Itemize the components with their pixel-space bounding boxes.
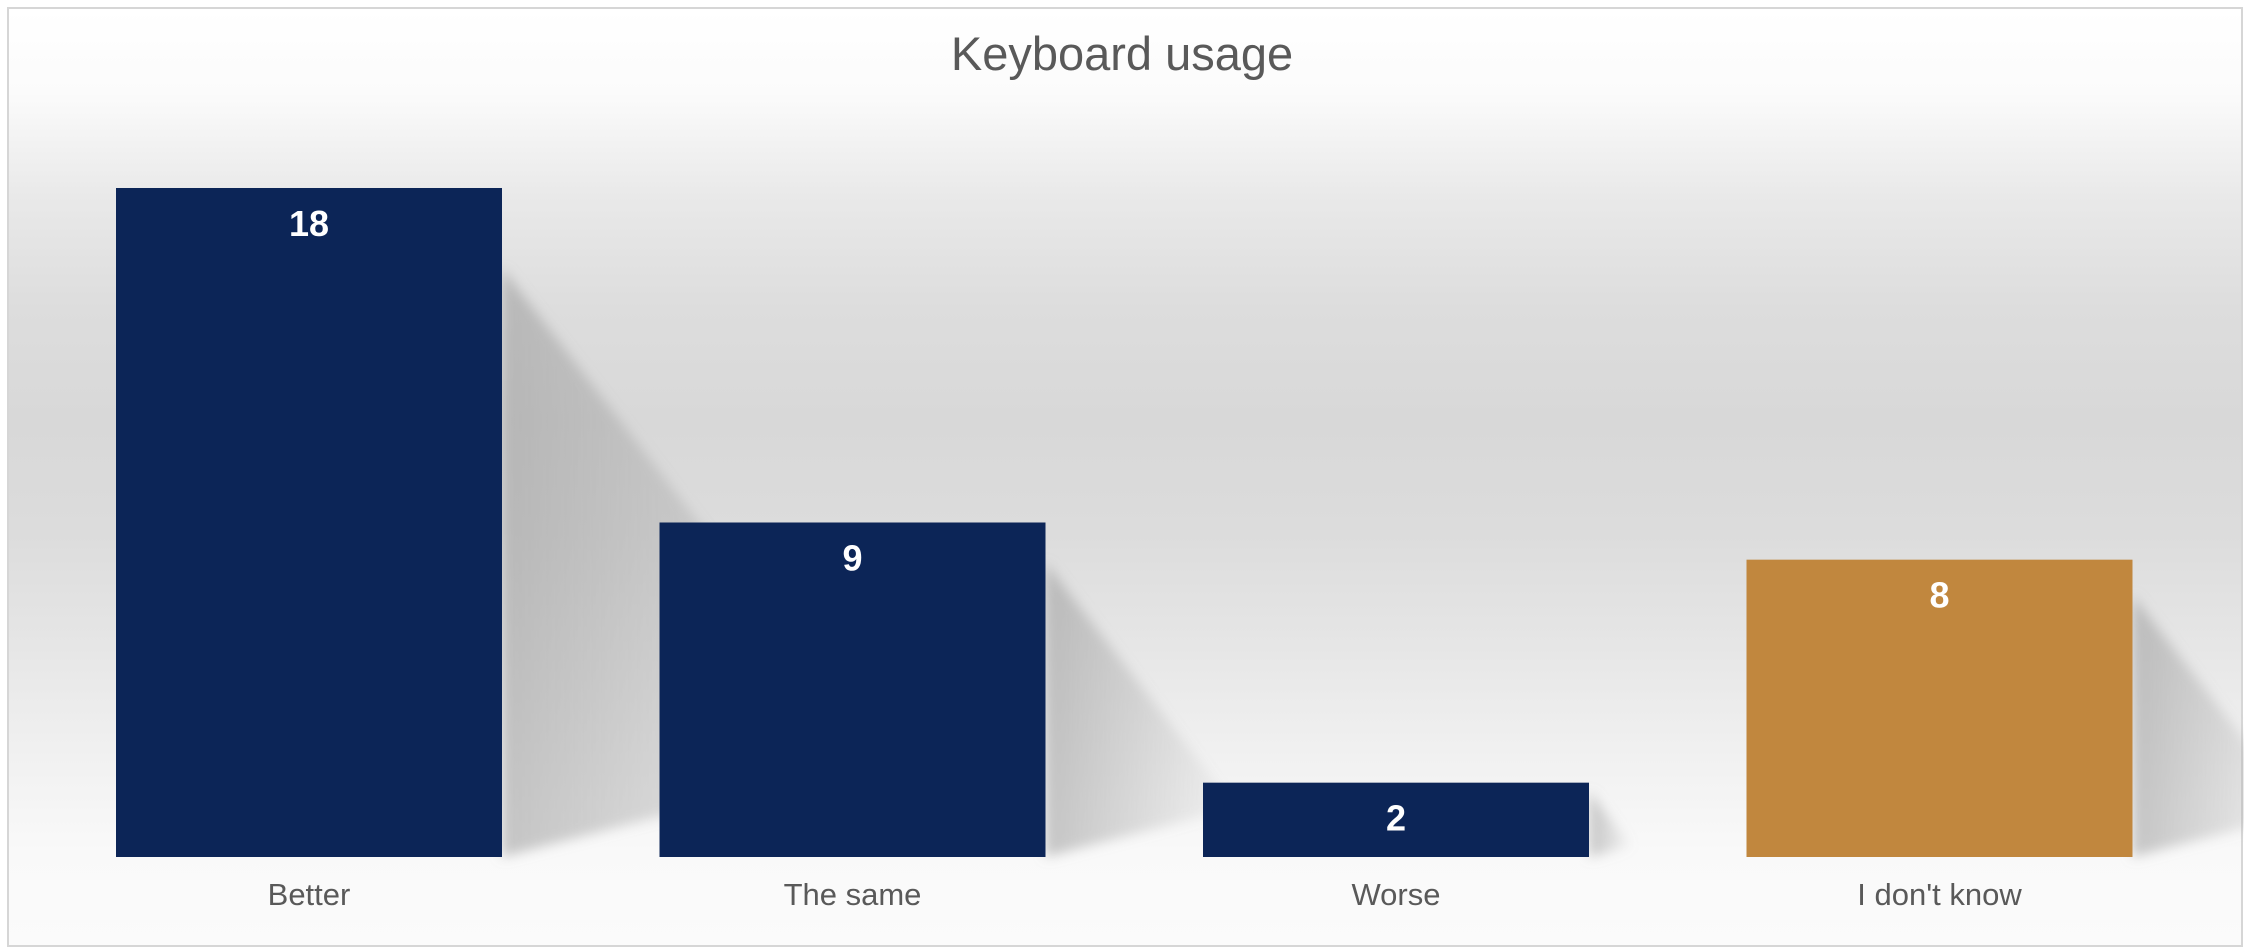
- data-label-the-same: 9: [842, 538, 862, 579]
- tick-label-better: Better: [268, 877, 351, 912]
- data-label-worse: 2: [1386, 798, 1406, 839]
- bar-shadow-worse: [1589, 792, 1635, 857]
- chart-plot-area: 18 9 2 8 Better The same Worse I don't know: [0, 0, 2244, 928]
- data-label-better: 18: [289, 203, 329, 244]
- bar-shadow-i-don-t-know: [2133, 595, 2244, 857]
- tick-label-the-same: The same: [784, 877, 922, 912]
- x-axis-ticks: Better The same Worse I don't know: [268, 877, 2023, 912]
- data-label-i-don-t-know: 8: [1929, 575, 1949, 616]
- tick-label-worse: Worse: [1351, 877, 1440, 912]
- bar-better: [116, 188, 502, 857]
- tick-label-i-don-t-know: I don't know: [1857, 877, 2022, 912]
